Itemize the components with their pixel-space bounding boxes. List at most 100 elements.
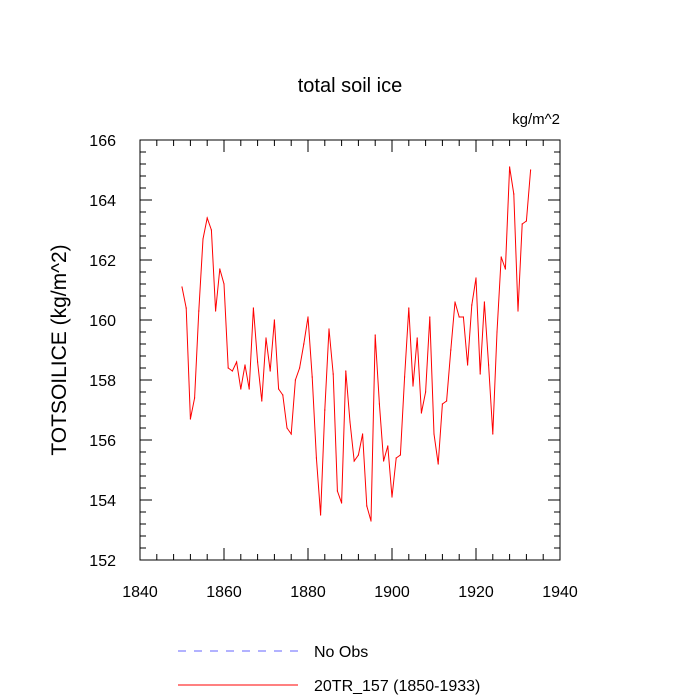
- plot-frame: [139, 139, 561, 561]
- data-point: [471, 304, 473, 306]
- data-point: [198, 310, 200, 312]
- data-point: [206, 217, 208, 219]
- data-point: [202, 238, 204, 240]
- data-point: [509, 166, 511, 168]
- data-point: [433, 433, 435, 435]
- data-point: [227, 367, 229, 369]
- data-point: [345, 370, 347, 372]
- data-point: [278, 388, 280, 390]
- data-point: [366, 505, 368, 507]
- data-point: [412, 385, 414, 387]
- data-point: [378, 403, 380, 405]
- data-point: [248, 388, 250, 390]
- data-point: [416, 337, 418, 339]
- data-point: [282, 394, 284, 396]
- data-point: [336, 490, 338, 492]
- data-point: [273, 319, 275, 321]
- data-point: [244, 364, 246, 366]
- y-tick-label: 152: [89, 553, 116, 570]
- data-point: [311, 376, 313, 378]
- data-point: [374, 334, 376, 336]
- data-point: [399, 454, 401, 456]
- data-point: [530, 169, 532, 171]
- data-point: [454, 301, 456, 303]
- y-tick-label: 160: [89, 313, 116, 330]
- data-point: [181, 286, 183, 288]
- data-point: [328, 328, 330, 330]
- data-point: [395, 457, 397, 459]
- data-point: [500, 256, 502, 258]
- data-point: [353, 460, 355, 462]
- x-tick-label: 1920: [458, 584, 494, 601]
- data-point: [504, 268, 506, 270]
- y-tick-label: 156: [89, 433, 116, 450]
- axis-ticks: [139, 139, 561, 561]
- data-point: [425, 391, 427, 393]
- data-point: [462, 316, 464, 318]
- data-point: [320, 514, 322, 516]
- data-point: [189, 418, 191, 420]
- data-point: [387, 445, 389, 447]
- data-point: [341, 502, 343, 504]
- chart-title: total soil ice: [298, 75, 403, 97]
- legend: No Obs 20TR_157 (1850-1933): [178, 644, 480, 695]
- x-tick-label: 1880: [290, 584, 326, 601]
- data-point: [437, 463, 439, 465]
- data-point: [219, 268, 221, 270]
- data-point: [404, 376, 406, 378]
- data-point: [252, 307, 254, 309]
- data-point: [286, 427, 288, 429]
- series-points: [181, 166, 532, 522]
- data-point: [391, 496, 393, 498]
- data-point: [408, 307, 410, 309]
- data-point: [525, 220, 528, 222]
- y-tick-label: 158: [89, 373, 116, 390]
- data-point: [299, 367, 301, 369]
- data-point: [488, 364, 490, 366]
- x-tick-label: 1840: [122, 584, 158, 601]
- plot-area: 1840 1860 1880 1900 1920 1940 152 154 156 158 160 1…: [89, 133, 578, 601]
- data-point: [194, 397, 196, 399]
- data-point: [479, 373, 481, 375]
- data-point: [513, 193, 515, 195]
- data-point: [483, 301, 485, 303]
- data-point: [261, 400, 263, 402]
- data-point: [240, 388, 242, 390]
- data-point: [332, 373, 334, 375]
- data-point: [450, 349, 452, 351]
- legend-label-no-obs: No Obs: [314, 644, 368, 661]
- data-point: [257, 361, 259, 363]
- data-point: [467, 364, 469, 366]
- data-point: [290, 433, 292, 435]
- data-point: [441, 403, 443, 405]
- data-point: [370, 520, 372, 522]
- data-point: [185, 307, 187, 309]
- data-point: [324, 409, 326, 411]
- data-point: [210, 229, 212, 231]
- data-point: [475, 277, 477, 279]
- y-tick-label: 166: [89, 133, 116, 150]
- y-axis-label: TOTSOILICE (kg/m^2): [48, 244, 71, 455]
- data-point: [458, 316, 460, 318]
- data-point: [420, 412, 422, 414]
- data-point: [362, 433, 364, 435]
- units-label: kg/m^2: [512, 111, 560, 128]
- data-point: [383, 460, 385, 462]
- data-point: [357, 454, 359, 456]
- y-tick-label: 164: [89, 193, 116, 210]
- data-point: [303, 343, 305, 345]
- legend-label-20tr-157: 20TR_157 (1850-1933): [314, 678, 480, 695]
- data-point: [265, 337, 267, 339]
- data-point: [446, 400, 448, 402]
- data-point: [521, 223, 523, 225]
- data-point: [496, 331, 498, 333]
- series-line-20tr-157: [181, 166, 532, 522]
- data-point: [315, 457, 317, 459]
- x-tick-label: 1940: [542, 584, 578, 601]
- data-point: [349, 421, 351, 423]
- y-tick-label: 154: [89, 493, 116, 510]
- data-point: [231, 370, 233, 372]
- data-point: [492, 433, 494, 435]
- data-point: [236, 361, 238, 363]
